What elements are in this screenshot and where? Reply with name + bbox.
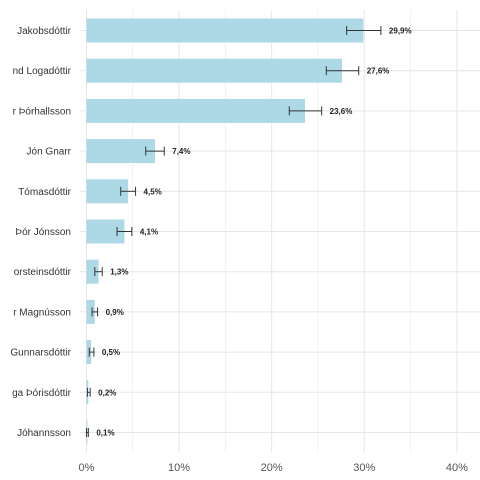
data-label: 7,4%: [172, 147, 190, 156]
category-label: Gunnarsdóttir: [10, 348, 71, 359]
category-labels: Jakobsdóttir nd Logadóttir r Þórhallsson Jó…: [10, 26, 71, 439]
bar: [86, 98, 306, 123]
category-label: ga Þórisdóttir: [12, 388, 72, 399]
data-label: 29,9%: [389, 27, 412, 36]
data-label: 0,9%: [106, 308, 124, 317]
bar: [86, 299, 95, 324]
data-labels: 29,9% 27,6% 23,6% 7,4% 4,5% 4,1% 1,3% 0,9% 0,5% 0…: [96, 27, 411, 438]
category-label: nd Logadóttir: [13, 66, 72, 77]
data-label: 23,6%: [330, 107, 353, 116]
data-label: 4,5%: [144, 187, 162, 196]
bar: [86, 18, 364, 43]
data-label: 1,3%: [110, 268, 128, 277]
x-tick-label: 20%: [261, 462, 283, 474]
data-label: 0,1%: [96, 429, 114, 438]
category-label: Tómasdóttir: [18, 187, 71, 198]
x-tick-label: 0%: [79, 462, 95, 474]
bar: [86, 139, 155, 164]
data-label: 27,6%: [367, 67, 390, 76]
category-label: Þór Jónsson: [15, 227, 71, 238]
bar: [86, 58, 343, 83]
category-label: Jón Gnarr: [27, 147, 72, 158]
category-label: r Magnússon: [13, 307, 71, 318]
data-label: 0,2%: [98, 388, 116, 397]
category-label: r Þórhallsson: [13, 106, 71, 117]
x-tick-label: 10%: [168, 462, 190, 474]
x-axis-ticks: 0% 10% 20% 30% 40%: [79, 462, 469, 474]
x-tick-label: 30%: [353, 462, 375, 474]
error-bars: [85, 26, 382, 437]
category-label: Jakobsdóttir: [17, 26, 72, 37]
data-label: 4,1%: [140, 228, 158, 237]
bar: [86, 259, 99, 284]
category-label: orsteinsdóttir: [14, 267, 72, 278]
category-label: Jóhannsson: [17, 428, 71, 439]
data-label: 0,5%: [102, 348, 120, 357]
x-tick-label: 40%: [446, 462, 468, 474]
